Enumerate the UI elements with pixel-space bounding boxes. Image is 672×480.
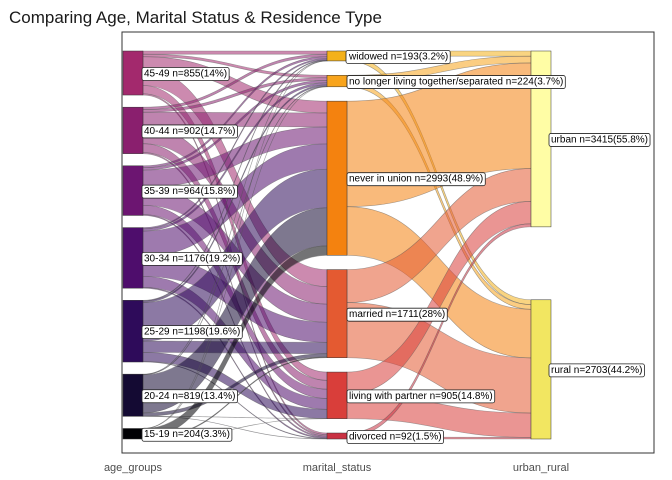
label-box <box>346 430 444 444</box>
node-45-49 <box>122 50 144 96</box>
node-label-35-39: 35-39 n=964(15.8%) <box>141 184 238 199</box>
node-35-39 <box>122 165 144 216</box>
label-box <box>141 325 243 340</box>
node-label-widowed: widowed n=193(3.2%) <box>345 50 451 64</box>
nodes-layer <box>122 50 552 440</box>
label-text: never in union n=2993(48.9%) <box>349 174 483 185</box>
node-label-45-49: 45-49 n=855(14%) <box>141 67 230 81</box>
label-box <box>141 124 238 139</box>
label-text: no longer living together/separated n=22… <box>349 77 563 88</box>
axis-label-urban-rural: urban_rural <box>513 462 569 474</box>
node-40-44 <box>122 106 144 154</box>
label-text: 25-29 n=1198(19.6%) <box>144 327 240 338</box>
chart-title: Comparing Age, Marital Status & Residenc… <box>9 8 382 27</box>
label-box <box>141 389 238 404</box>
node-widowed <box>326 50 348 62</box>
label-box <box>548 363 645 378</box>
node-label-40-44: 40-44 n=902(14.7%) <box>141 124 238 139</box>
label-text: rural n=2703(44.2%) <box>551 365 642 376</box>
node-label-never-in-union: never in union n=2993(48.9%) <box>346 172 486 187</box>
label-text: 35-39 n=964(15.8%) <box>144 186 235 197</box>
label-box <box>548 133 651 147</box>
node-label-living-with-partner: living with partner n=905(14.8%) <box>346 389 496 404</box>
label-box <box>346 307 448 322</box>
label-text: married n=1711(28%) <box>349 309 445 320</box>
label-box <box>141 67 230 81</box>
node-label-no-longer-living-together-separated: no longer living together/separated n=22… <box>346 75 566 89</box>
node-25-29 <box>122 300 144 363</box>
label-box <box>141 184 238 199</box>
node-label-urban: urban n=3415(55.8%) <box>548 133 651 147</box>
label-text: widowed n=193(3.2%) <box>348 51 448 62</box>
label-box <box>345 50 451 64</box>
node-label-rural: rural n=2703(44.2%) <box>548 363 645 378</box>
node-label-15-19: 15-19 n=204(3.3%) <box>141 427 233 442</box>
node-married <box>326 269 348 358</box>
flow-45-49-to-widowed <box>142 50 328 55</box>
label-text: urban n=3415(55.8%) <box>551 134 648 145</box>
node-no-longer-living-together-separated <box>326 75 348 88</box>
label-box <box>141 427 233 442</box>
label-box <box>141 251 243 266</box>
label-text: 15-19 n=204(3.3%) <box>144 429 230 440</box>
node-label-20-24: 20-24 n=819(13.4%) <box>141 389 238 404</box>
node-30-34 <box>122 227 144 289</box>
label-box <box>346 172 486 187</box>
node-label-30-34: 30-34 n=1176(19.2%) <box>141 251 243 266</box>
node-label-25-29: 25-29 n=1198(19.6%) <box>141 325 243 340</box>
label-box <box>346 75 566 89</box>
label-text: 30-34 n=1176(19.2%) <box>144 253 240 264</box>
labels-layer: 45-49 n=855(14%) 40-44 n=902(14.7%) 35-39 … <box>141 50 651 444</box>
node-15-19 <box>122 428 144 440</box>
node-living-with-partner <box>326 371 348 419</box>
node-label-married: married n=1711(28%) <box>346 307 448 322</box>
axis-label-age-groups: age_groups <box>104 462 163 474</box>
label-box <box>346 389 496 404</box>
label-text: divorced n=92(1.5%) <box>349 432 442 443</box>
label-text: 20-24 n=819(13.4%) <box>144 391 235 402</box>
node-20-24 <box>122 373 144 417</box>
label-text: 40-44 n=902(14.7%) <box>144 126 235 137</box>
node-never-in-union <box>326 100 348 256</box>
axis-label-marital-status: marital_status <box>303 462 372 474</box>
node-divorced <box>326 432 348 440</box>
node-rural <box>530 299 552 440</box>
node-label-divorced: divorced n=92(1.5%) <box>346 430 444 444</box>
label-text: 45-49 n=855(14%) <box>144 69 227 80</box>
label-text: living with partner n=905(14.8%) <box>349 391 493 402</box>
